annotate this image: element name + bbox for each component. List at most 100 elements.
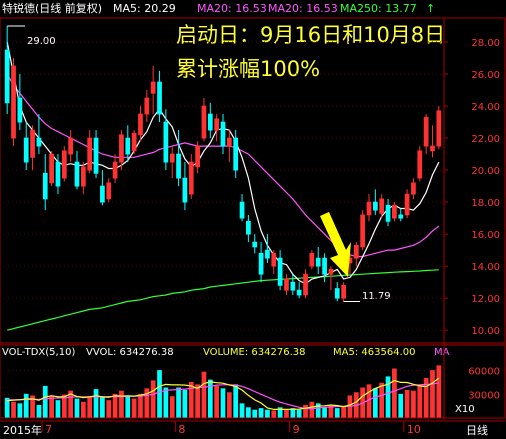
- volume-ma5-line: [7, 377, 440, 410]
- volume-bar: [80, 401, 86, 419]
- volume-bar: [138, 393, 143, 419]
- vvol-label: VVOL: 634276.38: [86, 347, 174, 358]
- candle-body: [163, 121, 169, 163]
- candle-body: [188, 161, 194, 195]
- ma250-label: MA250: 13.77: [340, 2, 417, 15]
- volume-bar: [11, 401, 16, 419]
- candle-body: [284, 278, 289, 291]
- volume-bar: [233, 384, 239, 419]
- candle-body: [233, 137, 239, 171]
- volume-bar: [284, 408, 289, 419]
- candle-body: [55, 161, 61, 187]
- volume-bar: [334, 408, 340, 419]
- volume-bar: [182, 389, 188, 419]
- stock-title: 特锐德(日线 前复权): [2, 2, 103, 15]
- price-header: 特锐德(日线 前复权) MA5: 20.29 MA20: 16.53 MA20:…: [0, 0, 506, 18]
- price-tick-label: 16.00: [471, 230, 500, 241]
- candle-body: [379, 198, 385, 214]
- volume-bar: [239, 403, 245, 419]
- volume-scale-unit: X10: [455, 404, 475, 415]
- candle-body: [423, 116, 429, 147]
- price-tick-label: 10.00: [471, 326, 500, 337]
- price-tick-label: 26.00: [471, 70, 500, 81]
- volume-bar: [74, 398, 80, 419]
- candle-body: [296, 289, 302, 296]
- candle-body: [322, 257, 327, 275]
- volume-bar: [290, 408, 296, 419]
- candle-body: [30, 129, 35, 158]
- ma250-line: [7, 269, 439, 331]
- volume-bar: [265, 409, 270, 419]
- candle-body: [341, 284, 346, 299]
- candle-body: [277, 257, 283, 286]
- candle-body: [36, 137, 42, 147]
- volume-value-label: VOLUME: 634276.38: [203, 347, 306, 358]
- volume-header: VOL-TDX(5,10) VVOL: 634276.38 VOLUME: 63…: [0, 345, 506, 361]
- candle-body: [182, 177, 188, 203]
- candle-body: [201, 105, 207, 139]
- volume-bar: [4, 397, 10, 419]
- candle-body: [87, 137, 93, 171]
- candle-body: [4, 49, 10, 104]
- year-label: 2015年: [3, 424, 42, 437]
- volume-panel-frame: [0, 344, 506, 419]
- volume-bar: [157, 370, 162, 419]
- candle-body: [404, 193, 410, 216]
- volume-ma5-label: MA5: 463564.00: [333, 347, 416, 358]
- price-tick-label: 12.00: [471, 294, 500, 305]
- candle-body: [106, 182, 112, 200]
- volume-bar: [341, 406, 346, 419]
- volume-bar: [271, 410, 277, 419]
- candle-body: [290, 281, 296, 291]
- price-panel-frame: [0, 17, 506, 344]
- volume-bar: [176, 387, 181, 419]
- up-arrow-icon: ↑: [426, 2, 436, 15]
- candle-body: [366, 201, 372, 216]
- ma20-line: [6, 73, 440, 258]
- candle-body: [417, 150, 423, 179]
- candle-body: [144, 97, 150, 115]
- volume-bar: [296, 409, 302, 419]
- volume-indicator-label: VOL-TDX(5,10): [2, 347, 76, 358]
- volume-bar: [258, 408, 264, 419]
- volume-bar: [55, 400, 61, 419]
- candle-body: [176, 153, 181, 179]
- candle-body: [125, 137, 131, 155]
- candle-body: [385, 204, 391, 222]
- volume-bar: [150, 380, 156, 419]
- candle-body: [334, 288, 340, 299]
- volume-bar: [309, 401, 315, 419]
- candle-body: [68, 137, 74, 155]
- volume-bar: [214, 385, 220, 419]
- ma5-label: MA5: 20.29: [113, 2, 176, 15]
- month-tick-label: 8: [178, 423, 185, 436]
- candle-body: [157, 81, 162, 115]
- volume-bar: [93, 389, 99, 419]
- month-tick-label: 7: [45, 423, 52, 436]
- volume-bar: [49, 396, 54, 419]
- candle-body: [246, 220, 251, 235]
- candle-body: [239, 201, 245, 219]
- volume-bar: [411, 390, 416, 419]
- price-tick-label: 14.00: [471, 262, 500, 273]
- candle-body: [436, 110, 442, 147]
- candle-body: [100, 185, 105, 203]
- candle-body: [392, 204, 397, 219]
- volume-bar: [252, 409, 258, 419]
- annotation-line1: 启动日：9月16日和10月8日: [176, 23, 446, 47]
- volume-bar: [87, 396, 93, 419]
- candle-body: [328, 268, 334, 275]
- candle-body: [207, 113, 213, 131]
- volume-bar: [404, 389, 410, 419]
- volume-bar: [169, 396, 175, 419]
- candle-body: [398, 214, 404, 219]
- ma5-line: [6, 41, 440, 285]
- candle-body: [169, 153, 175, 163]
- volume-bar: [366, 384, 372, 419]
- volume-bar: [23, 393, 29, 419]
- price-tick-label: 18.00: [471, 198, 500, 209]
- candle-body: [61, 150, 67, 179]
- candle-body: [303, 273, 308, 296]
